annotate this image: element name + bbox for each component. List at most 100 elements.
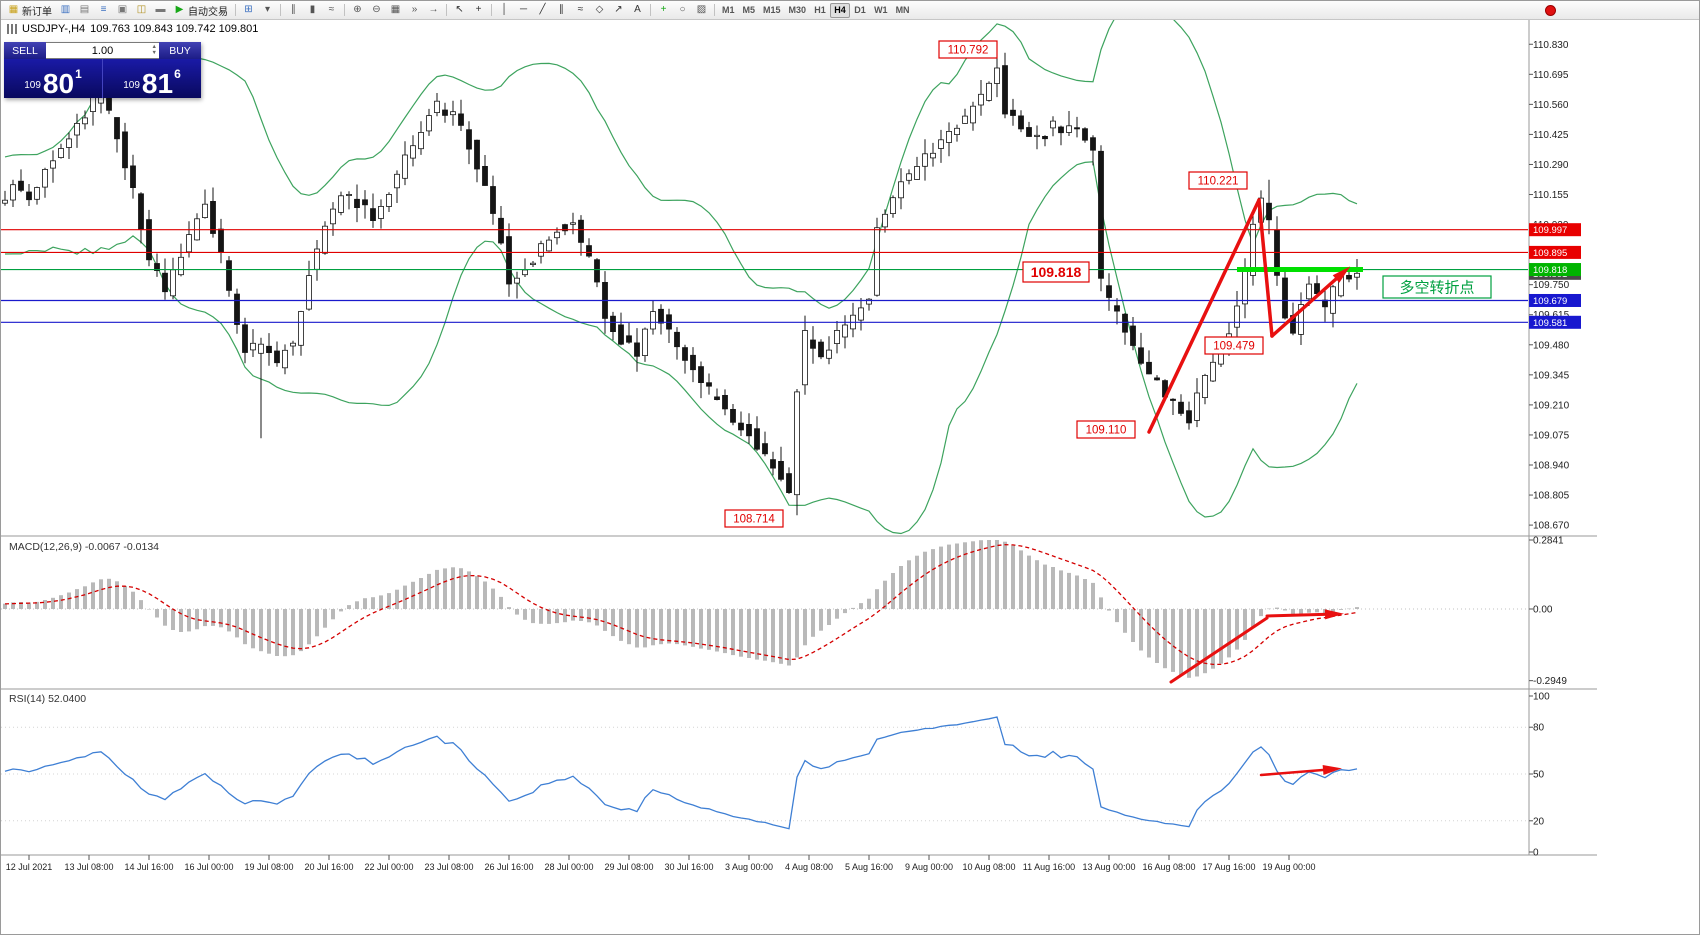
volume-field[interactable]: 1.00 ▲ ▼ bbox=[46, 42, 159, 59]
toolbar-separator bbox=[235, 4, 236, 16]
timeframe-m1-button[interactable]: M1 bbox=[718, 3, 739, 18]
volume-stepper[interactable]: ▲ ▼ bbox=[151, 44, 157, 56]
timeframe-m30-button[interactable]: M30 bbox=[785, 3, 811, 18]
timeframe-m15-button[interactable]: M15 bbox=[759, 3, 785, 18]
line-chart-icon[interactable]: ≈ bbox=[322, 2, 341, 18]
market-watch-icon[interactable]: ≡ bbox=[94, 2, 113, 18]
bar-chart-icon[interactable]: ∥ bbox=[284, 2, 303, 18]
toolbar-separator bbox=[446, 4, 447, 16]
timeframe-mn-button[interactable]: MN bbox=[892, 3, 914, 18]
indicators-icon[interactable]: + bbox=[654, 2, 673, 18]
new-order-button[interactable]: ▦ 新订单 bbox=[4, 2, 56, 18]
chart-shift-icon[interactable]: → bbox=[424, 2, 443, 18]
terminal-icon: ▬ bbox=[155, 4, 166, 15]
svg-text:20 Jul 16:00: 20 Jul 16:00 bbox=[304, 862, 353, 872]
text-icon[interactable]: A bbox=[628, 2, 647, 18]
timeframe-w1-button[interactable]: W1 bbox=[870, 3, 892, 18]
macd-panel bbox=[1, 540, 1528, 678]
price-axis[interactable]: 110.830 110.695 110.560 110.425 110.290 110.1… bbox=[1529, 40, 1581, 859]
text-icon: A bbox=[634, 4, 641, 15]
volume-down-icon[interactable]: ▼ bbox=[151, 49, 157, 56]
profiles-icon: ▤ bbox=[79, 4, 90, 15]
svg-text:3 Aug 00:00: 3 Aug 00:00 bbox=[725, 862, 773, 872]
auto-scroll-icon[interactable]: » bbox=[405, 2, 424, 18]
bollinger-bands bbox=[4, 20, 1358, 535]
buy-price-sup: 6 bbox=[174, 67, 181, 81]
trendline-icon[interactable]: ╱ bbox=[533, 2, 552, 18]
chart-shift-icon: → bbox=[428, 4, 439, 15]
trade-panel-header-row: SELL 1.00 ▲ ▼ BUY bbox=[4, 42, 201, 59]
autotrade-button[interactable]: ▶ 自动交易 bbox=[170, 2, 232, 18]
data-window-icon[interactable]: ▣ bbox=[113, 2, 132, 18]
timeframe-d1-button[interactable]: D1 bbox=[850, 3, 870, 18]
level-lines[interactable] bbox=[1, 229, 1528, 323]
navigator-icon[interactable]: ◫ bbox=[132, 2, 151, 18]
timeframe-m5-button[interactable]: M5 bbox=[739, 3, 760, 18]
candlestick-chart-icon[interactable]: ▮ bbox=[303, 2, 322, 18]
auto-scroll-icon: » bbox=[411, 4, 418, 15]
svg-text:0.2841: 0.2841 bbox=[1533, 536, 1564, 547]
chart-profiles-icon[interactable]: ▾ bbox=[258, 2, 277, 18]
one-click-trading-panel: SELL 1.00 ▲ ▼ BUY 109 80 1 109 bbox=[4, 42, 201, 98]
vertical-line-icon[interactable]: │ bbox=[495, 2, 514, 18]
svg-text:109.997: 109.997 bbox=[1533, 225, 1567, 236]
volume-up-icon[interactable]: ▲ bbox=[151, 44, 157, 50]
panel-frame bbox=[1, 20, 1597, 856]
svg-text:109.615: 109.615 bbox=[1533, 310, 1570, 321]
svg-text:110.155: 110.155 bbox=[1533, 190, 1569, 201]
new-chart-icon[interactable]: ⊞ bbox=[239, 2, 258, 18]
channel-icon[interactable]: ∥ bbox=[552, 2, 571, 18]
buy-price-big: 81 bbox=[141, 67, 174, 99]
price-annotations[interactable]: 110.792 110.221 109.818 109.479 109.110 108.7… bbox=[724, 40, 1492, 528]
zoom-in-icon[interactable]: ⊕ bbox=[348, 2, 367, 18]
svg-text:MACD(12,26,9) -0.0067 -0.0134: MACD(12,26,9) -0.0067 -0.0134 bbox=[9, 541, 159, 553]
zoom-out-icon[interactable]: ⊖ bbox=[367, 2, 386, 18]
volume-value: 1.00 bbox=[91, 44, 114, 57]
new-chart-icon: ⊞ bbox=[244, 4, 253, 15]
tile-windows-icon[interactable]: ▦ bbox=[386, 2, 405, 18]
trend-arrows[interactable] bbox=[1147, 198, 1351, 777]
new-order-button-icon: ▦ bbox=[8, 4, 19, 15]
svg-text:19 Aug 00:00: 19 Aug 00:00 bbox=[1262, 862, 1315, 872]
toolbar-separator bbox=[650, 4, 651, 16]
arrows-icon: ↗ bbox=[614, 4, 623, 15]
charts-icon[interactable]: ▥ bbox=[56, 2, 75, 18]
toolbar-separator bbox=[280, 4, 281, 16]
profiles-icon[interactable]: ▤ bbox=[75, 2, 94, 18]
svg-text:108.670: 108.670 bbox=[1533, 521, 1570, 532]
time-axis[interactable]: 12 Jul 2021 13 Jul 08:00 14 Jul 16:00 16 Ju… bbox=[6, 855, 1316, 872]
timeframe-h1-button[interactable]: H1 bbox=[810, 3, 830, 18]
sell-price-sup: 1 bbox=[75, 67, 82, 81]
fibonacci-icon[interactable]: ≈ bbox=[571, 2, 590, 18]
periods-icon[interactable]: ○ bbox=[673, 2, 692, 18]
market-watch-icon: ≡ bbox=[100, 4, 107, 15]
buy-price[interactable]: 109 81 6 bbox=[103, 59, 201, 98]
svg-text:23 Jul 08:00: 23 Jul 08:00 bbox=[424, 862, 473, 872]
buy-button[interactable]: BUY bbox=[159, 42, 201, 59]
autotrade-button-icon: ▶ bbox=[175, 4, 184, 15]
svg-text:109.345: 109.345 bbox=[1533, 370, 1570, 381]
cursor-icon[interactable]: ↖ bbox=[450, 2, 469, 18]
terminal-icon[interactable]: ▬ bbox=[151, 2, 170, 18]
templates-icon[interactable]: ▨ bbox=[692, 2, 711, 18]
sell-button[interactable]: SELL bbox=[4, 42, 46, 59]
sell-price[interactable]: 109 80 1 bbox=[4, 59, 103, 98]
horizontal-line-icon[interactable]: ─ bbox=[514, 2, 533, 18]
svg-text:11 Aug 16:00: 11 Aug 16:00 bbox=[1023, 862, 1075, 872]
svg-text:108.714: 108.714 bbox=[733, 514, 775, 526]
crosshair-icon[interactable]: + bbox=[469, 2, 488, 18]
chart-zone: 110.830 110.695 110.560 110.425 110.290 110.1… bbox=[1, 20, 1700, 935]
svg-text:109.818: 109.818 bbox=[1031, 264, 1082, 280]
svg-text:109.581: 109.581 bbox=[1533, 318, 1567, 329]
record-icon[interactable] bbox=[1545, 5, 1556, 16]
timeframe-h4-button[interactable]: H4 bbox=[830, 2, 851, 18]
arrows-icon[interactable]: ↗ bbox=[609, 2, 628, 18]
sell-price-prefix: 109 bbox=[24, 80, 41, 91]
svg-text:0: 0 bbox=[1533, 848, 1539, 859]
charts-icon: ▥ bbox=[60, 4, 71, 15]
svg-text:13 Aug 00:00: 13 Aug 00:00 bbox=[1082, 862, 1135, 872]
zoom-in-icon: ⊕ bbox=[353, 4, 362, 15]
shapes-icon[interactable]: ◇ bbox=[590, 2, 609, 18]
chart-canvas[interactable]: 110.830 110.695 110.560 110.425 110.290 110.1… bbox=[1, 20, 1700, 935]
